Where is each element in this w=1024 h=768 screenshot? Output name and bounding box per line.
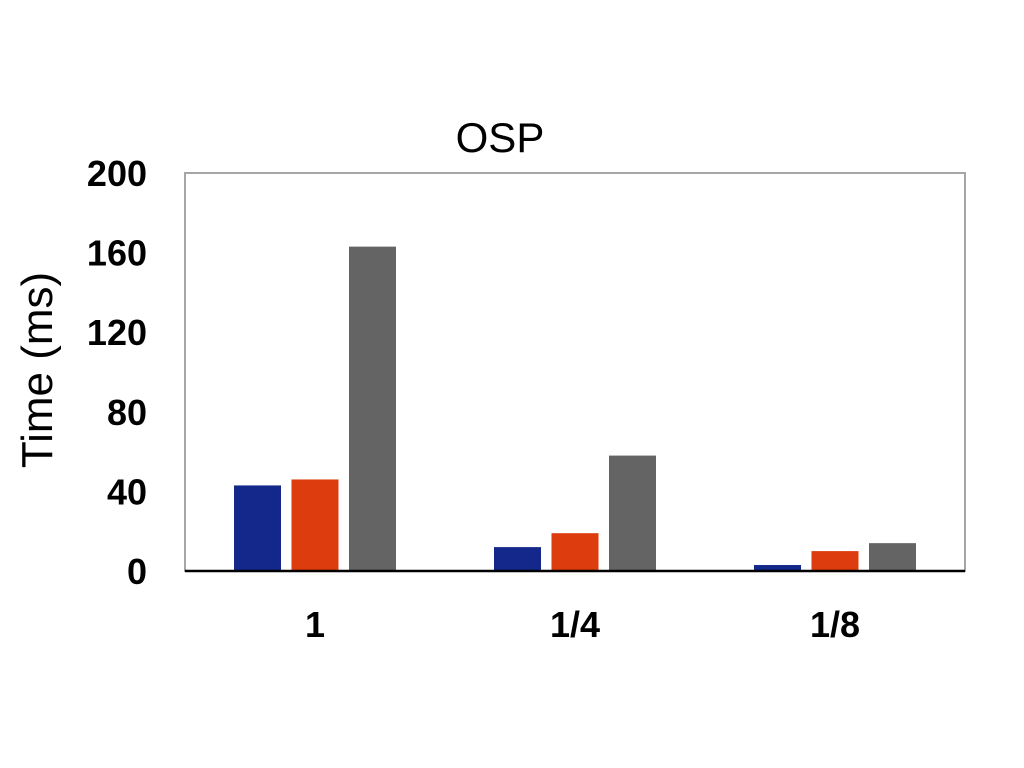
bar-series3-cat3 [869, 543, 916, 571]
y-ticks-group: 0 40 80 120 160 200 [87, 153, 147, 592]
y-tick-label: 120 [87, 312, 147, 353]
y-tick-label: 40 [107, 471, 147, 512]
bar-series1-cat2 [494, 547, 541, 571]
bar-series2-cat3 [811, 551, 859, 571]
bars-group [234, 246, 916, 571]
y-axis-label: Time (ms) [13, 272, 62, 468]
x-tick-label: 1/8 [810, 604, 860, 645]
chart-title: OSP [456, 114, 545, 161]
bar-series1-cat1 [234, 485, 281, 571]
bar-series3-cat2 [609, 455, 656, 571]
x-tick-label: 1 [305, 604, 325, 645]
y-tick-label: 0 [127, 551, 147, 592]
x-tick-label: 1/4 [550, 604, 600, 645]
bar-series2-cat2 [551, 533, 599, 571]
x-ticks-group: 1 1/4 1/8 [305, 604, 860, 645]
y-tick-label: 200 [87, 153, 147, 194]
bar-series2-cat1 [291, 479, 339, 571]
y-tick-label: 80 [107, 392, 147, 433]
bar-series3-cat1 [349, 246, 396, 571]
bar-series1-cat3 [754, 565, 801, 571]
y-tick-label: 160 [87, 233, 147, 274]
